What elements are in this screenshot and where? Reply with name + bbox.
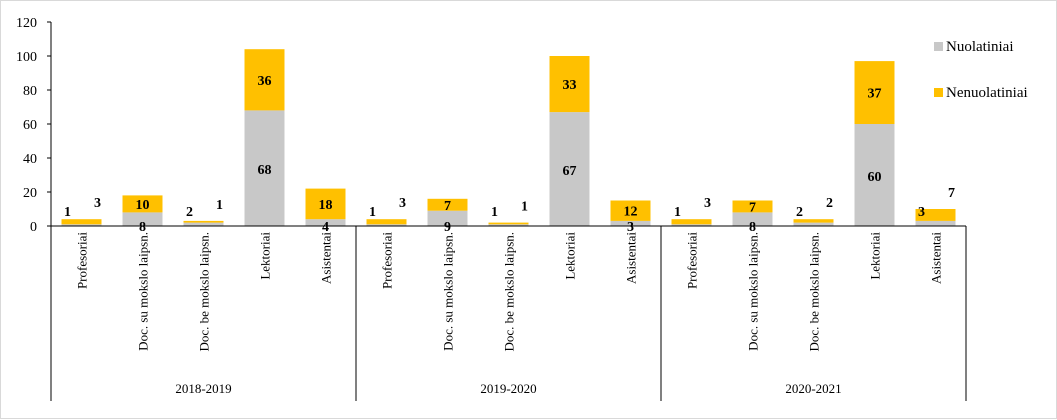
legend-swatch (934, 42, 943, 51)
data-label-nuolatiniai: 4 (322, 220, 329, 235)
legend-swatch (934, 88, 943, 97)
data-label-nenuolatiniai: 37 (868, 87, 882, 102)
bar-nenuolatiniai (549, 56, 590, 113)
bar-nuolatiniai (488, 224, 529, 226)
y-tick-label: 80 (23, 84, 37, 99)
bar-nenuolatiniai (732, 200, 773, 213)
data-label-nenuolatiniai: 7 (948, 186, 955, 201)
data-label-nenuolatiniai: 33 (563, 78, 577, 93)
x-category-label: Doc. su mokslo laipsn. (746, 232, 761, 351)
data-label-nenuolatiniai: 7 (749, 200, 756, 215)
x-category-label: Asistentai (624, 232, 639, 284)
y-axis: 0 20 40 60 80 100 120 (16, 16, 52, 235)
bar-nenuolatiniai (854, 61, 895, 124)
x-category-label: Lektoriai (868, 232, 883, 280)
x-category-label: Doc. be mokslo laipsn. (197, 232, 212, 352)
bar-nenuolatiniai (793, 219, 834, 223)
data-label-nenuolatiniai: 12 (624, 205, 638, 220)
group-label: 2019-2020 (480, 381, 536, 396)
data-label-nuolatiniai: 67 (563, 164, 577, 179)
data-label-nuolatiniai: 1 (674, 205, 681, 220)
bar-nuolatiniai (549, 112, 590, 226)
bar-nuolatiniai (793, 222, 834, 226)
data-label-nuolatiniai: 2 (186, 205, 193, 220)
data-label-nuolatiniai: 1 (64, 205, 71, 220)
data-label-nuolatiniai: 68 (258, 163, 272, 178)
legend: Nuolatiniai Nenuolatiniai (934, 39, 1028, 101)
legend-label: Nuolatiniai (946, 39, 1014, 55)
x-category-label: Asistentai (929, 232, 944, 284)
bar-nenuolatiniai (122, 195, 163, 213)
data-label-nuolatiniai: 1 (491, 205, 498, 220)
data-label-nenuolatiniai: 18 (319, 198, 333, 213)
bar-nenuolatiniai (305, 188, 346, 220)
bar-nenuolatiniai (610, 200, 651, 221)
y-tick-label: 0 (30, 220, 37, 235)
bar-nuolatiniai (610, 220, 651, 226)
data-label-nuolatiniai: 8 (749, 220, 756, 235)
data-label-nuolatiniai: 2 (796, 205, 803, 220)
bar-nuolatiniai (732, 212, 773, 226)
data-label-nenuolatiniai: 1 (216, 198, 223, 213)
data-label-nenuolatiniai: 10 (136, 198, 150, 213)
data-label-nenuolatiniai: 3 (704, 196, 711, 211)
y-tick-label: 60 (23, 118, 37, 133)
data-label-nenuolatiniai: 2 (826, 196, 833, 211)
bar-nenuolatiniai (183, 220, 224, 223)
bar-nuolatiniai (366, 224, 407, 226)
bar-nuolatiniai (61, 224, 102, 226)
x-category-label: Asistentai (319, 232, 334, 284)
bar-nuolatiniai (183, 222, 224, 226)
x-category-label: Lektoriai (258, 232, 273, 280)
data-label-nuolatiniai: 60 (868, 170, 882, 185)
bar-nuolatiniai (305, 219, 346, 226)
bar-nenuolatiniai (671, 219, 712, 225)
x-category-label: Doc. su mokslo laipsn. (441, 232, 456, 351)
y-tick-label: 120 (16, 16, 37, 31)
bar-nenuolatiniai (915, 209, 956, 221)
group-label: 2018-2019 (175, 381, 231, 396)
x-axis: Profesoriai Doc. su mokslo laipsn. Doc. be… (50, 225, 967, 401)
data-label-nenuolatiniai: 3 (399, 196, 406, 211)
bar-nuolatiniai (122, 212, 163, 226)
data-label-nuolatiniai: 3 (627, 220, 634, 235)
data-label-nenuolatiniai: 3 (94, 196, 101, 211)
data-label-nuolatiniai: 3 (918, 205, 925, 220)
data-label-nuolatiniai: 9 (444, 220, 451, 235)
legend-label: Nenuolatiniai (946, 85, 1028, 101)
x-category-label: Profesoriai (685, 232, 700, 289)
bar-nenuolatiniai (488, 222, 529, 225)
x-category-label: Doc. be mokslo laipsn. (807, 232, 822, 352)
x-category-label: Doc. su mokslo laipsn. (136, 232, 151, 351)
bar-nenuolatiniai (61, 219, 102, 225)
bar-nuolatiniai (915, 220, 956, 226)
y-tick-label: 100 (16, 50, 37, 65)
bar-nuolatiniai (854, 124, 895, 226)
bar-nuolatiniai (427, 210, 468, 226)
y-tick-label: 40 (23, 152, 37, 167)
group-label: 2020-2021 (785, 381, 841, 396)
bar-nenuolatiniai (366, 219, 407, 225)
x-category-label: Profesoriai (380, 232, 395, 289)
x-category-label: Profesoriai (75, 232, 90, 289)
data-label-nenuolatiniai: 7 (444, 199, 451, 214)
data-label-nenuolatiniai: 1 (521, 200, 528, 215)
y-tick-label: 20 (23, 186, 37, 201)
bar-nenuolatiniai (244, 49, 285, 111)
bar-nuolatiniai (671, 224, 712, 226)
data-label-nuolatiniai: 1 (369, 205, 376, 220)
data-label-nenuolatiniai: 36 (258, 74, 272, 89)
data-label-nuolatiniai: 8 (139, 220, 146, 235)
bar-nuolatiniai (244, 110, 285, 226)
x-category-label: Doc. be mokslo laipsn. (502, 232, 517, 352)
x-category-label: Lektoriai (563, 232, 578, 280)
bar-nenuolatiniai (427, 198, 468, 211)
